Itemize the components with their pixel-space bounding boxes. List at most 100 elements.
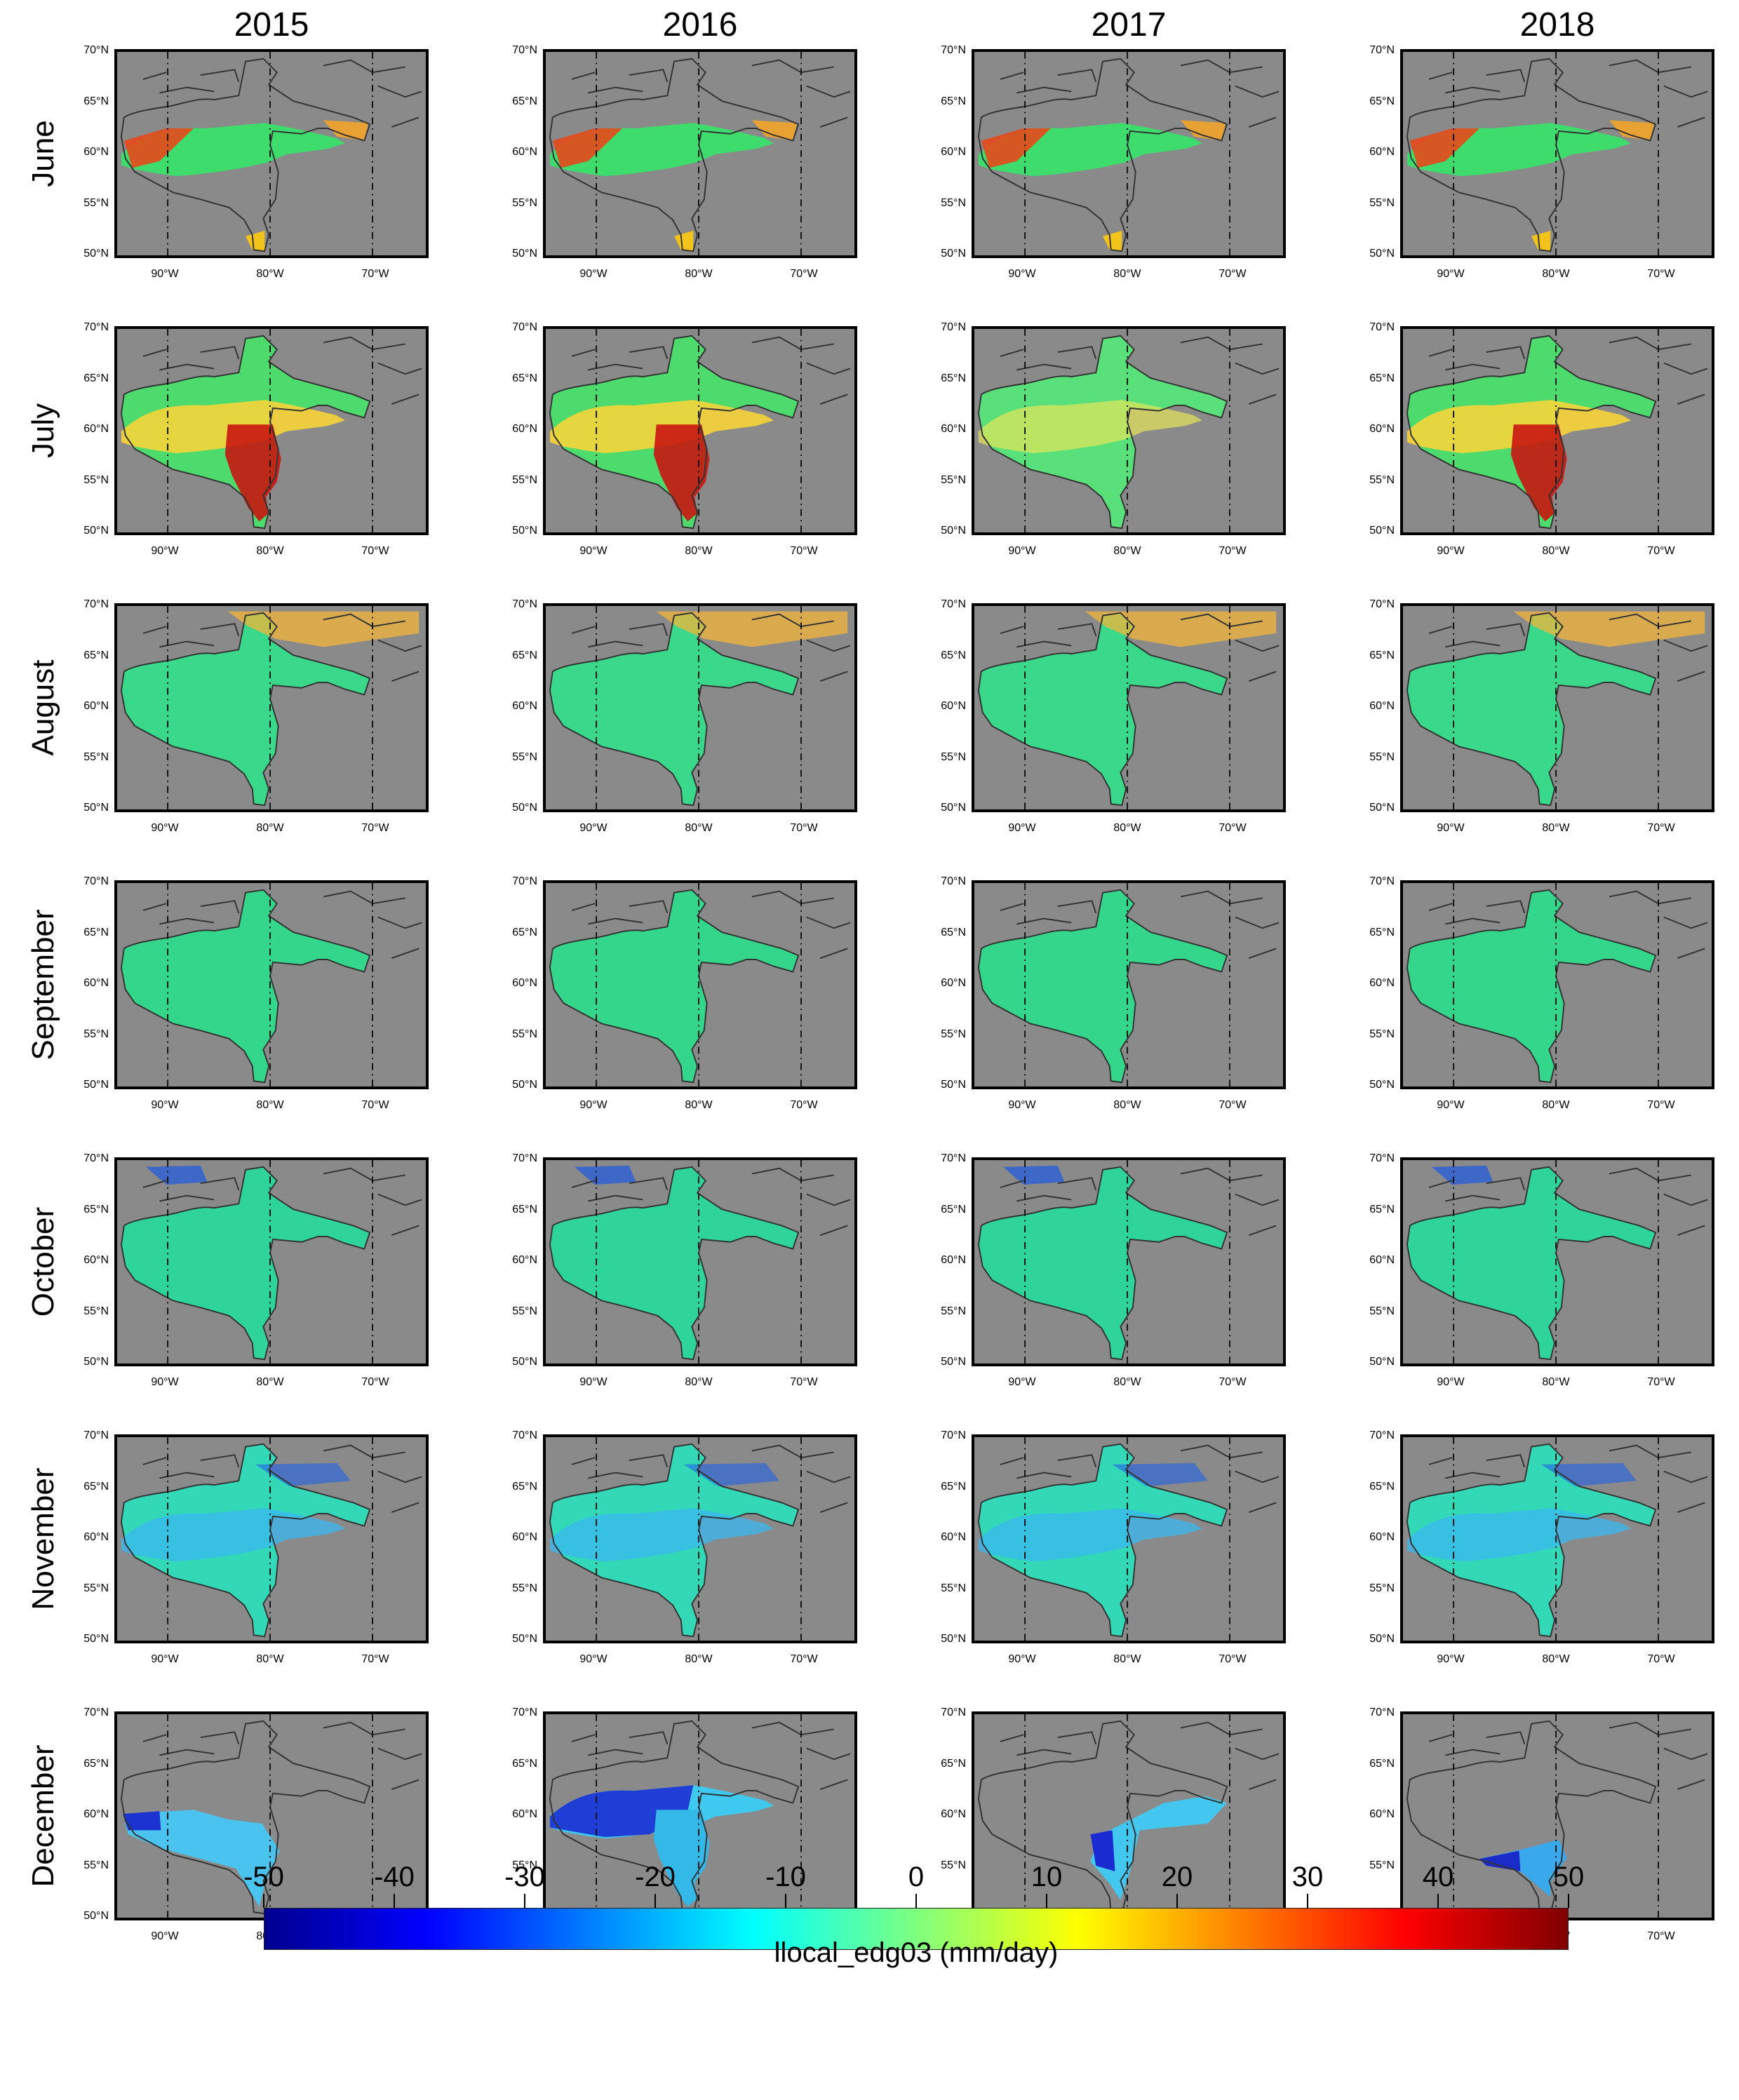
longitude-tick: 80°W xyxy=(256,268,284,280)
data-field-1 xyxy=(121,1508,346,1562)
latitude-tick: 70°N xyxy=(941,1707,966,1718)
map-panel-december-2017: 70°N65°N60°N55°N50°N90°W80°W70°W xyxy=(941,1707,1286,1942)
column-title-2015: 2015 xyxy=(234,6,309,43)
data-field-2 xyxy=(1510,424,1567,522)
longitude-tick: 70°W xyxy=(361,1099,389,1111)
longitude-tick: 80°W xyxy=(1113,268,1141,280)
latitude-tick: 70°N xyxy=(941,598,966,610)
latitude-tick: 60°N xyxy=(83,977,109,989)
data-field-2 xyxy=(1540,1462,1637,1487)
coastline xyxy=(549,1720,800,1915)
data-field-2 xyxy=(653,1810,710,1907)
longitude-tick: 80°W xyxy=(256,1099,284,1111)
latitude-tick: 55°N xyxy=(1369,473,1395,486)
longitude-tick: 80°W xyxy=(1542,1653,1570,1665)
longitude-tick: 70°W xyxy=(361,545,389,557)
colorbar-tick xyxy=(524,1894,525,1908)
latitude-tick: 65°N xyxy=(941,1480,966,1493)
longitude-tick: 90°W xyxy=(1008,1653,1036,1665)
latitude-tick: 70°N xyxy=(1369,321,1395,333)
map-panel-november-2016: 70°N 65°N 60°N 55°N 50°N 90°W 80°W 70°W xyxy=(512,1430,857,1665)
longitude-tick: 70°W xyxy=(1218,268,1247,280)
latitude-tick: 60°N xyxy=(1369,146,1395,158)
longitude-tick: 90°W xyxy=(579,1653,607,1665)
latitude-tick: 50°N xyxy=(941,248,966,260)
longitude-tick: 80°W xyxy=(256,545,284,557)
island-coastlines xyxy=(1428,1444,1708,1513)
island-coastlines xyxy=(1428,1167,1708,1236)
data-field-0 xyxy=(549,1166,799,1360)
longitude-tick: 90°W xyxy=(1008,822,1036,834)
latitude-tick: 65°N xyxy=(1369,1480,1395,1493)
coastline xyxy=(120,1720,371,1915)
longitude-tick: 80°W xyxy=(685,268,713,280)
latitude-tick: 70°N xyxy=(941,875,966,887)
latitude-tick: 65°N xyxy=(512,1203,537,1216)
coastline xyxy=(549,1443,800,1638)
longitude-tick: 80°W xyxy=(1113,1376,1141,1388)
coastline xyxy=(1406,58,1657,253)
island-coastlines xyxy=(142,1721,422,1790)
longitude-tick: 70°W xyxy=(790,268,818,280)
map-panel-september-2016: 70°N 65°N 60°N 55°N 50°N 90°W 80°W 70°W xyxy=(512,876,857,1111)
island-coastlines xyxy=(1428,890,1708,959)
island-coastlines xyxy=(1000,1721,1280,1790)
latitude-tick: 60°N xyxy=(83,423,109,435)
latitude-tick: 60°N xyxy=(512,146,537,158)
longitude-tick: 90°W xyxy=(1008,1099,1036,1111)
map-image xyxy=(543,603,857,812)
coastline xyxy=(120,1443,371,1638)
map-panel-june-2017: 70°N 65°N 60°N 55°N 50°N 90°W 80°W 70°W xyxy=(941,45,1286,280)
data-field-0 xyxy=(549,612,799,806)
latitude-tick: 70°N xyxy=(512,321,537,333)
latitude-tick: 70°N xyxy=(512,1707,537,1718)
longitude-tick: 70°W xyxy=(1647,1099,1675,1111)
island-coastlines xyxy=(142,59,422,128)
data-field-1 xyxy=(978,1508,1203,1562)
map-image xyxy=(543,880,857,1089)
island-coastlines xyxy=(571,890,851,959)
latitude-tick: 70°N xyxy=(83,875,109,887)
longitude-tick: 90°W xyxy=(151,545,179,557)
latitude-tick: 55°N xyxy=(941,1305,966,1317)
map-image xyxy=(114,603,429,812)
latitude-tick: 60°N xyxy=(1369,1808,1395,1820)
latitude-tick: 65°N xyxy=(83,1203,109,1216)
latitude-tick: 55°N xyxy=(512,1028,537,1040)
colorbar-tick-label: -30 xyxy=(504,1862,545,1892)
coastline xyxy=(977,335,1228,530)
latitude-tick: 50°N xyxy=(512,525,537,537)
longitude-tick: 70°W xyxy=(1218,1653,1247,1665)
latitude-tick: 55°N xyxy=(941,1028,966,1040)
map-image xyxy=(972,880,1286,1089)
map-image xyxy=(114,1434,429,1643)
latitude-tick: 70°N xyxy=(941,1429,966,1441)
longitude-tick: 90°W xyxy=(151,1376,179,1388)
data-field-0 xyxy=(978,889,1228,1083)
colorbar-tick-label: -40 xyxy=(374,1862,415,1892)
latitude-tick: 65°N xyxy=(512,1757,537,1770)
island-coastlines xyxy=(142,1444,422,1513)
latitude-tick: 50°N xyxy=(941,525,966,537)
data-field-1 xyxy=(574,1165,636,1185)
coastline xyxy=(1406,1720,1657,1915)
data-field-3 xyxy=(246,230,265,252)
data-field-2 xyxy=(224,424,281,522)
map-panel-october-2016: 70°N 65°N 60°N 55°N 50°N 90°W 80°W 70°W xyxy=(512,1153,857,1388)
data-field-1 xyxy=(981,128,1052,168)
island-coastlines xyxy=(142,336,422,405)
latitude-tick: 60°N xyxy=(1369,1531,1395,1543)
data-field-3 xyxy=(1531,230,1551,252)
latitude-tick: 60°N xyxy=(512,977,537,989)
island-coastlines xyxy=(1428,59,1708,128)
data-field-0 xyxy=(1406,612,1656,806)
latitude-tick: 55°N xyxy=(941,1859,966,1871)
latitude-tick: 65°N xyxy=(512,649,537,661)
latitude-tick: 70°N xyxy=(941,44,966,56)
island-coastlines xyxy=(571,59,851,128)
latitude-tick: 70°N xyxy=(83,1707,109,1718)
latitude-tick: 60°N xyxy=(83,1808,109,1820)
map-panel-november-2017: 70°N 65°N 60°N 55°N 50°N 90°W 80°W 70°W xyxy=(941,1430,1286,1665)
latitude-tick: 70°N xyxy=(83,1152,109,1164)
island-coastlines xyxy=(142,613,422,682)
